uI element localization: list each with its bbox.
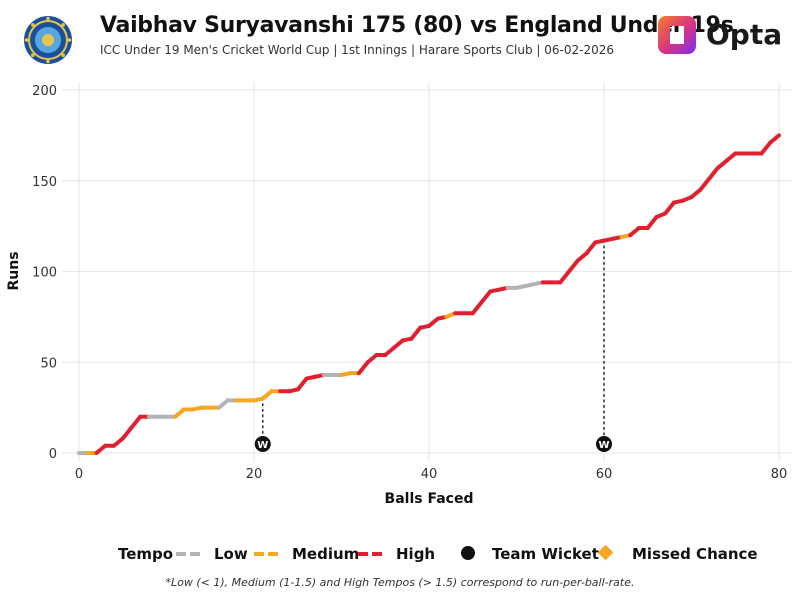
runs-segment-high xyxy=(584,240,598,256)
legend-medium-label: Medium xyxy=(292,545,359,563)
runs-segment-high xyxy=(768,133,781,145)
chart-axes: 0 50 100 150 200 0 20 40 60 80 xyxy=(32,84,787,482)
footnote: *Low (< 1), Medium (1-1.5) and High Temp… xyxy=(165,576,635,589)
team-wicket-marker xyxy=(596,436,612,452)
runs-segment-high xyxy=(470,300,484,316)
x-tick-label: 60 xyxy=(596,467,613,482)
x-tick-label: 0 xyxy=(75,467,83,482)
runs-segment-high xyxy=(759,140,773,156)
chart-legend: Tempo Low Medium High Team Wicket Missed… xyxy=(0,538,800,568)
y-tick-label: 50 xyxy=(40,356,57,371)
y-axis-label: Runs xyxy=(6,251,22,290)
runs-segment-high xyxy=(698,176,711,192)
header: Vaibhav Suryavanshi 175 (80) vs England … xyxy=(0,0,800,70)
legend-high-label: High xyxy=(396,545,435,563)
opta-logo-icon xyxy=(654,12,700,62)
legend-item-team-wicket: Team Wicket xyxy=(461,545,599,563)
team-wicket-label: W xyxy=(257,440,268,451)
runs-segment-high xyxy=(707,166,720,181)
runs-segment-high xyxy=(558,269,571,285)
legend-item-missed-chance: Missed Chance xyxy=(597,544,758,563)
legend-team-wicket-label: Team Wicket xyxy=(492,545,599,563)
missed-chance-icon xyxy=(597,544,614,561)
team-wicket-icon xyxy=(461,546,475,560)
runs-segment-high xyxy=(409,325,423,341)
runs-segment-high xyxy=(567,258,580,274)
x-tick-label: 80 xyxy=(771,467,788,482)
legend-item-medium: Medium xyxy=(254,545,359,563)
legend-missed-chance-label: Missed Chance xyxy=(632,545,758,563)
y-tick-label: 200 xyxy=(32,84,57,99)
legend-item-low: Low xyxy=(176,545,248,563)
brand-name: Opta xyxy=(706,18,783,51)
x-tick-label: 40 xyxy=(421,467,438,482)
runs-segment-high xyxy=(479,289,493,305)
runs-segment-high xyxy=(295,376,309,392)
wicket-lines xyxy=(261,239,605,438)
legend-item-high: High xyxy=(358,545,435,563)
y-tick-label: 150 xyxy=(32,175,57,190)
page-title: Vaibhav Suryavanshi 175 (80) vs England … xyxy=(100,13,734,38)
runs-segment-high xyxy=(120,425,134,441)
page-subtitle: ICC Under 19 Men's Cricket World Cup | 1… xyxy=(100,43,614,57)
runs-segment-high xyxy=(663,200,676,216)
x-axis-label: Balls Faced xyxy=(385,491,474,507)
y-tick-label: 100 xyxy=(32,266,57,281)
legend-title: Tempo xyxy=(118,545,173,563)
runs-segment-high xyxy=(645,215,659,230)
bcci-crest-icon xyxy=(22,14,74,70)
y-tick-label: 0 xyxy=(49,447,57,462)
runs-segment-high xyxy=(357,360,370,376)
x-tick-label: 20 xyxy=(246,467,263,482)
runs-series xyxy=(77,133,781,455)
team-wicket-marker xyxy=(254,436,271,452)
chart-grid xyxy=(62,82,792,462)
legend-low-label: Low xyxy=(214,545,248,563)
runs-segment-high xyxy=(129,414,143,430)
team-wicket-label: W xyxy=(598,440,609,451)
